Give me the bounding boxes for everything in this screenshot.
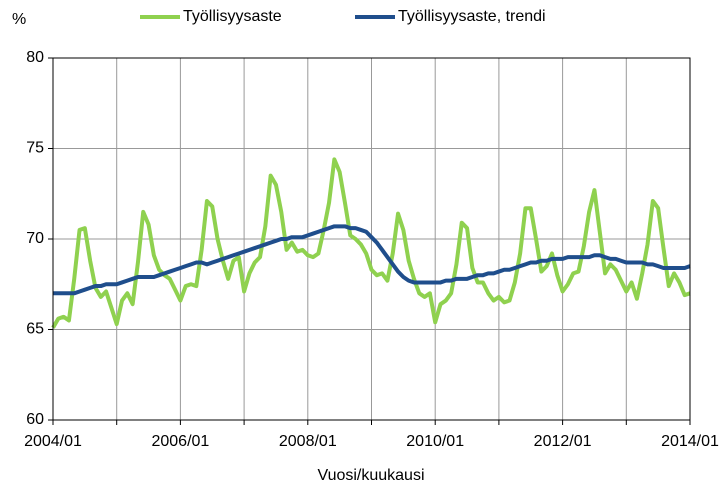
series-line [51,157,691,329]
x-tick-label: 2008/01 [279,433,337,450]
x-tick-label: 2010/01 [406,433,464,450]
x-tick-label: 2014/01 [661,433,719,450]
plot-border [52,57,691,421]
y-unit-label: % [12,11,26,28]
x-tick-label: 2006/01 [151,433,209,450]
y-tick-label: 60 [26,411,44,428]
series-line [53,224,691,296]
x-tick-label: 2004/01 [24,433,82,450]
y-tick-label: 70 [26,230,44,247]
y-tick-label: 75 [26,140,44,157]
x-tick-label: 2012/01 [534,433,592,450]
y-tick-label: 80 [26,49,44,66]
x-axis-label: Vuosi/kuukausi [317,467,424,484]
legend-label: Työllisyysaste, trendi [398,8,546,25]
legend-label: Työllisyysaste [183,8,282,25]
y-tick-label: 65 [26,321,44,338]
